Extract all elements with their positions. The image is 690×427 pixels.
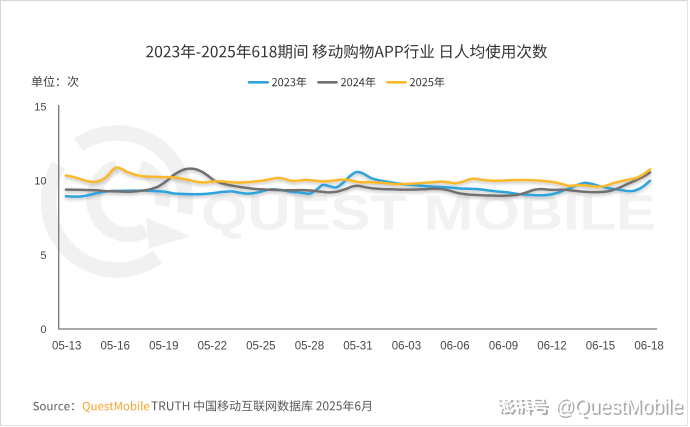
svg-text:05-19: 05-19 [149,340,178,352]
svg-text:05-16: 05-16 [100,340,129,352]
svg-text:05-25: 05-25 [246,340,275,352]
svg-text:05-28: 05-28 [295,340,324,352]
svg-text:05-31: 05-31 [343,340,372,352]
svg-text:06-18: 06-18 [634,340,663,352]
svg-text:06-06: 06-06 [440,340,469,352]
svg-text:@QuestMobile: @QuestMobile [557,396,685,420]
svg-text:QUEST MOBILE: QUEST MOBILE [201,184,656,240]
svg-text:05-13: 05-13 [52,340,81,352]
svg-text:@QuestMobile: @QuestMobile [555,394,683,418]
svg-text:0: 0 [40,324,46,336]
svg-text:06-09: 06-09 [489,340,518,352]
svg-text:5: 5 [40,250,46,262]
svg-text:15: 15 [34,102,46,114]
svg-text:06-12: 06-12 [537,340,566,352]
svg-text:06-03: 06-03 [392,340,421,352]
svg-text:06-15: 06-15 [586,340,615,352]
svg-text:10: 10 [34,176,46,188]
svg-text:05-22: 05-22 [198,340,227,352]
